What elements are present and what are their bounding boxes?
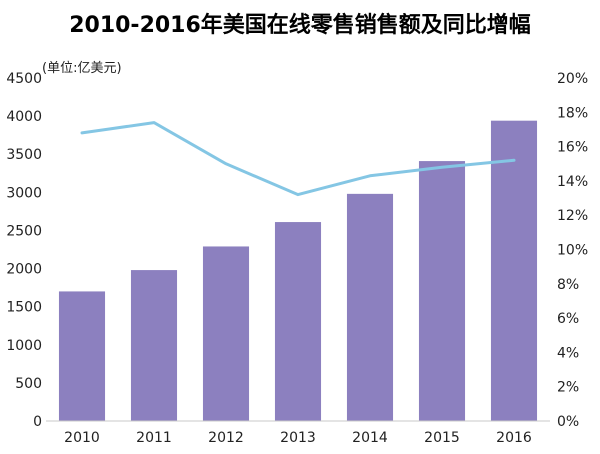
bar: [346, 193, 394, 421]
y-right-tick-label: 18%: [557, 105, 588, 121]
y-left-tick-label: 4500: [6, 71, 42, 87]
y-right-tick-label: 16%: [557, 140, 588, 156]
x-tick-label: 2016: [496, 430, 532, 446]
growth-line: [80, 121, 516, 197]
bar: [202, 246, 250, 421]
plot-area: 0 500 1000 1500 2000 2500 3000 3500 4000 4500 0% 2%…: [6, 71, 588, 446]
y-left-tick-label: 500: [15, 376, 42, 392]
y-left-tick-label: 2000: [6, 262, 42, 278]
unit-label: (单位:亿美元): [42, 61, 122, 76]
y-right-tick-label: 14%: [557, 174, 588, 190]
bar: [130, 270, 178, 421]
x-tick-label: 2014: [352, 430, 388, 446]
y-right-tick-label: 12%: [557, 208, 588, 224]
bar: [274, 222, 322, 421]
x-tick-label: 2010: [64, 430, 100, 446]
bar: [58, 291, 106, 421]
y-right-tick-label: 10%: [557, 243, 588, 259]
y-right-tick-label: 8%: [557, 277, 579, 293]
y-left-tick-label: 1500: [6, 300, 42, 316]
y-right-tick-label: 0%: [557, 414, 579, 430]
bar: [490, 120, 538, 421]
y-right-tick-label: 20%: [557, 71, 588, 87]
x-tick-label: 2013: [280, 430, 316, 446]
y-left-tick-label: 3500: [6, 147, 42, 163]
y-right-tick-label: 6%: [557, 311, 579, 327]
x-tick-label: 2015: [424, 430, 460, 446]
y-left-tick-label: 1000: [6, 338, 42, 354]
y-left-tick-label: 2500: [6, 223, 42, 239]
y-right-tick-label: 4%: [557, 345, 579, 361]
y-left-tick-label: 4000: [6, 109, 42, 125]
chart-title: 2010-2016年美国在线零售销售额及同比增幅: [69, 12, 531, 38]
y-right-tick-label: 2%: [557, 380, 579, 396]
bar: [418, 161, 466, 422]
y-left-tick-label: 0: [33, 414, 42, 430]
x-tick-label: 2012: [208, 430, 244, 446]
x-tick-label: 2011: [136, 430, 172, 446]
y-left-tick-label: 3000: [6, 185, 42, 201]
